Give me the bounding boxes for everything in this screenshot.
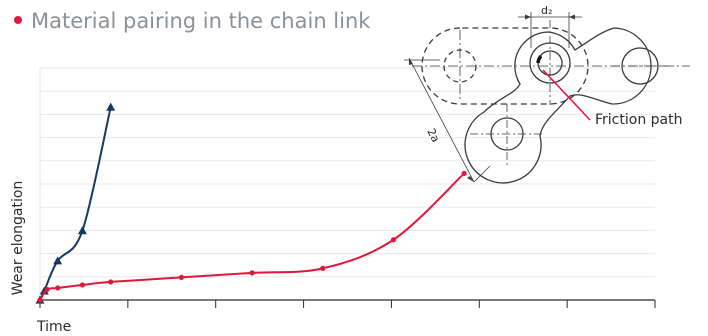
series-2-point — [44, 286, 50, 293]
title-bullet — [14, 16, 22, 24]
series-1-line — [39, 106, 112, 301]
series-2-point — [178, 274, 184, 281]
series-2-point — [108, 279, 114, 285]
wear-chart: Wear elongation Time — [10, 67, 656, 335]
d2-label: d₂ — [541, 4, 552, 17]
series-2-line — [39, 172, 465, 301]
right-pin-hole — [621, 47, 659, 85]
series-2-point — [37, 297, 43, 303]
series-2-point — [320, 265, 326, 271]
y-axis-label: Wear elongation — [10, 181, 26, 296]
chart-grid — [40, 67, 655, 278]
friction-arc — [536, 54, 543, 64]
2a-dimension-line — [408, 57, 475, 183]
chart-series — [35, 102, 467, 304]
hidden-link-outline — [421, 27, 589, 105]
series-2-point — [55, 285, 61, 291]
series-2-point — [79, 282, 86, 288]
series-2-point — [461, 170, 467, 177]
x-axis-label: Time — [36, 319, 71, 335]
2a-label: 2a — [424, 126, 442, 144]
friction-path-pointer — [542, 69, 591, 121]
series-1-point — [39, 286, 49, 295]
link-plate-outline — [464, 27, 652, 184]
chain-link-diagram — [404, 12, 690, 184]
slide-title: Material pairing in the chain link — [31, 9, 371, 33]
2a-extension-bottom — [473, 165, 491, 183]
series-1-point — [77, 226, 87, 235]
friction-path-label: Friction path — [595, 112, 682, 128]
series-1-point — [53, 256, 63, 265]
chart-axes — [39, 68, 656, 308]
series-1-point — [106, 102, 116, 111]
series-2-point — [249, 270, 255, 276]
series-2-point — [390, 237, 397, 243]
